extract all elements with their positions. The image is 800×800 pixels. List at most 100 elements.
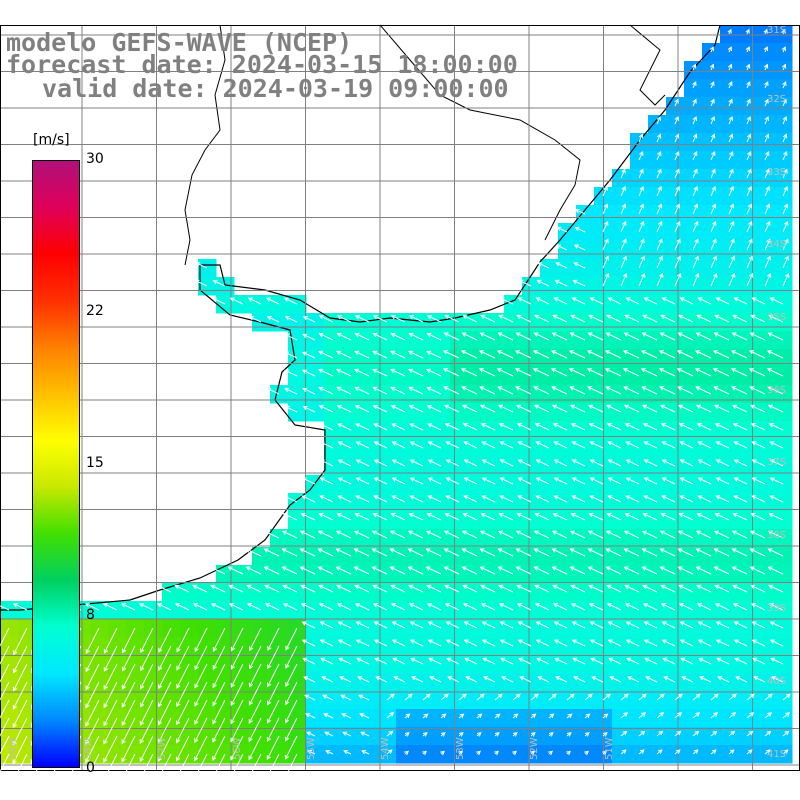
speed-cell xyxy=(396,349,415,368)
speed-cell xyxy=(756,547,775,566)
wind-arrow xyxy=(267,663,280,688)
wind-arrow xyxy=(248,717,262,743)
wind-arrow xyxy=(661,495,676,503)
speed-cell xyxy=(756,403,775,422)
wind-arrow xyxy=(550,350,568,359)
speed-cell xyxy=(702,673,721,692)
wind-arrow xyxy=(409,495,424,503)
wind-arrow xyxy=(85,627,100,655)
wind-arrow xyxy=(713,386,730,395)
wind-arrow xyxy=(749,566,766,575)
speed-cell xyxy=(558,601,577,620)
wind-arrow xyxy=(692,272,700,287)
wind-arrow xyxy=(248,753,262,779)
speed-cell xyxy=(648,223,667,242)
wind-arrow xyxy=(677,386,694,395)
wind-arrow xyxy=(678,404,694,413)
speed-cell xyxy=(720,475,739,494)
speed-cell xyxy=(414,655,433,674)
wind-arrow xyxy=(728,749,735,755)
wind-arrow xyxy=(409,441,424,449)
speed-cell xyxy=(702,655,721,674)
wind-arrow xyxy=(620,255,627,269)
wind-arrow xyxy=(750,512,766,521)
wind-arrow xyxy=(460,368,478,377)
speed-cell xyxy=(540,583,559,602)
speed-cell xyxy=(720,403,739,422)
speed-cell xyxy=(324,457,343,476)
wind-arrow xyxy=(569,548,586,557)
speed-cell xyxy=(666,259,685,278)
wind-arrow xyxy=(390,386,406,395)
speed-cell xyxy=(468,367,487,386)
speed-cell xyxy=(504,583,523,602)
speed-cell xyxy=(648,187,667,206)
wind-arrow xyxy=(426,512,442,521)
wind-arrow xyxy=(461,332,478,341)
wind-arrow xyxy=(643,441,658,449)
speed-cell xyxy=(666,583,685,602)
wind-arrow xyxy=(748,368,766,377)
wind-arrow xyxy=(263,566,280,575)
wind-arrow xyxy=(656,693,665,701)
speed-cell xyxy=(468,331,487,350)
speed-cell xyxy=(396,601,415,620)
wind-arrow xyxy=(498,603,514,611)
wind-arrow xyxy=(623,566,640,575)
speed-cell xyxy=(414,565,433,584)
wind-arrow xyxy=(337,441,352,449)
speed-cell xyxy=(270,529,289,548)
speed-cell xyxy=(774,529,793,548)
speed-cell xyxy=(396,673,415,692)
wind-arrow xyxy=(587,548,604,557)
wind-arrow xyxy=(767,566,784,575)
speed-cell xyxy=(504,421,523,440)
wind-arrow xyxy=(458,693,467,701)
speed-cell xyxy=(684,367,703,386)
speed-cell xyxy=(666,403,685,422)
speed-cell xyxy=(576,529,595,548)
speed-cell xyxy=(396,367,415,386)
wind-arrow xyxy=(532,368,550,377)
wind-arrow xyxy=(602,713,609,719)
speed-cell xyxy=(630,547,649,566)
speed-cell xyxy=(702,565,721,584)
wind-arrow xyxy=(746,272,754,287)
speed-cell xyxy=(540,349,559,368)
speed-cell xyxy=(234,295,253,314)
wind-arrow xyxy=(710,693,719,701)
speed-cell xyxy=(666,493,685,512)
speed-cell xyxy=(414,673,433,692)
wind-arrow xyxy=(355,423,370,431)
wind-arrow xyxy=(764,749,771,755)
speed-cell xyxy=(558,457,577,476)
speed-cell xyxy=(324,439,343,458)
speed-cell xyxy=(540,601,559,620)
wind-arrow xyxy=(769,477,784,485)
wind-arrow xyxy=(85,663,100,691)
wind-arrow xyxy=(360,731,370,737)
speed-cell xyxy=(360,331,379,350)
speed-cell xyxy=(630,259,649,278)
speed-cell xyxy=(306,655,325,674)
wind-arrow xyxy=(391,459,406,467)
speed-cell xyxy=(432,565,451,584)
wind-arrow xyxy=(607,639,622,647)
speed-cell xyxy=(666,115,685,134)
wind-arrow xyxy=(229,297,244,305)
wind-arrow xyxy=(318,405,334,413)
wind-arrow xyxy=(426,350,442,359)
speed-cell xyxy=(666,439,685,458)
wind-arrow xyxy=(408,332,424,341)
wind-arrow xyxy=(731,530,748,539)
speed-cell xyxy=(612,331,631,350)
wind-arrow xyxy=(212,681,226,707)
wind-arrow xyxy=(715,441,730,449)
wind-arrow xyxy=(746,133,752,143)
speed-cell xyxy=(684,421,703,440)
speed-cell xyxy=(774,475,793,494)
speed-cell xyxy=(342,709,361,728)
wind-arrow xyxy=(710,150,716,161)
speed-cell xyxy=(702,277,721,296)
speed-cell xyxy=(774,151,793,170)
